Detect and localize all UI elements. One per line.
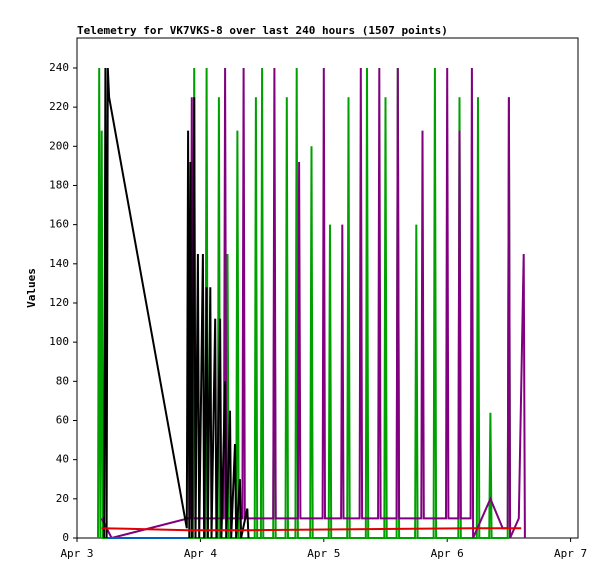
y-tick-label: 60 xyxy=(56,413,69,426)
series-line xyxy=(101,527,522,532)
x-tick-label: Apr 6 xyxy=(431,547,464,560)
y-tick-label: 140 xyxy=(49,257,69,270)
y-tick-label: 160 xyxy=(49,218,69,231)
y-tick-label: 100 xyxy=(49,335,69,348)
y-tick-label: 180 xyxy=(49,178,69,191)
chart-title: Telemetry for VK7VKS-8 over last 240 hou… xyxy=(77,24,448,37)
y-tick-label: 0 xyxy=(62,531,69,544)
x-tick-label: Apr 5 xyxy=(307,547,340,560)
y-axis-label: Values xyxy=(25,268,38,308)
y-tick-label: 40 xyxy=(56,453,69,466)
plot-frame xyxy=(76,37,579,539)
x-tick-label: Apr 7 xyxy=(554,547,587,560)
y-tick-label: 200 xyxy=(49,139,69,152)
y-tick-label: 240 xyxy=(49,61,69,74)
y-tick-label: 20 xyxy=(56,492,69,505)
y-tick-label: 80 xyxy=(56,374,69,387)
x-tick-label: Apr 4 xyxy=(184,547,217,560)
x-tick-label: Apr 3 xyxy=(60,547,93,560)
y-tick-label: 220 xyxy=(49,100,69,113)
y-tick-label: 120 xyxy=(49,296,69,309)
series-line xyxy=(103,67,250,539)
